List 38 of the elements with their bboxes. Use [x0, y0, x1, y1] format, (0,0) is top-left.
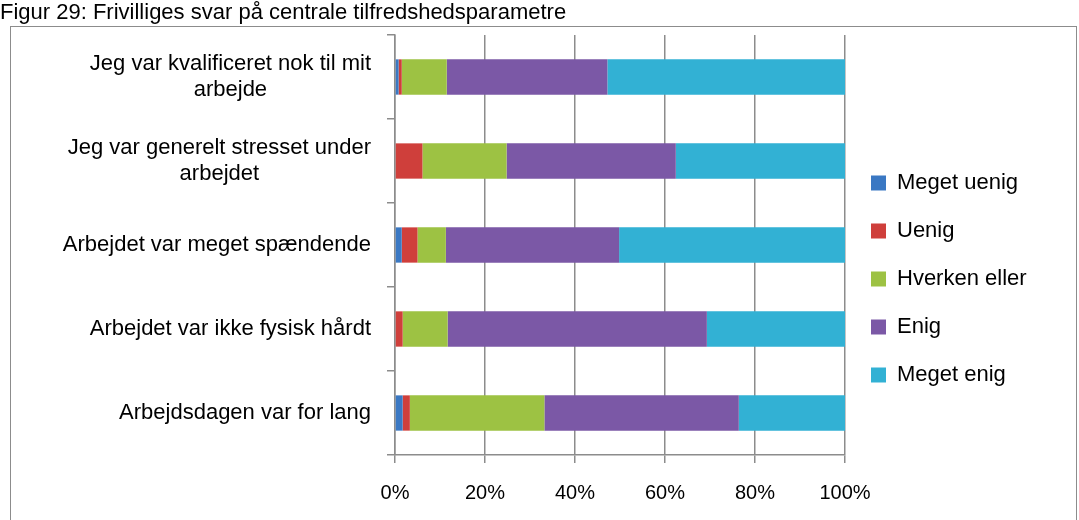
- legend-label: Meget uenig: [897, 169, 1019, 195]
- x-tick-label: 0%: [380, 480, 410, 503]
- bar: [402, 311, 448, 347]
- bar: [706, 311, 845, 347]
- bar: [607, 59, 845, 95]
- bar: [395, 395, 403, 431]
- x-tick-label: 100%: [819, 480, 871, 503]
- bar: [675, 143, 845, 179]
- y-tick-label: Jeg var generelt stresset under arbejdet: [67, 134, 371, 186]
- bar: [402, 395, 410, 431]
- bar: [422, 143, 507, 179]
- x-tick-label: 80%: [734, 480, 776, 503]
- bar: [401, 59, 447, 95]
- y-tick-label: Jeg var kvalificeret nok til mit arbejde: [89, 50, 371, 102]
- bar: [506, 143, 676, 179]
- legend-label: Meget enig: [897, 361, 1006, 387]
- bar: [446, 59, 608, 95]
- y-tick-label: Arbejdet var meget spændende: [62, 231, 371, 257]
- bar: [447, 311, 707, 347]
- bar: [409, 395, 545, 431]
- bar: [619, 227, 845, 263]
- chart-title: Figur 29: Frivilliges svar på centrale tilfredshedsparametre: [0, 0, 567, 24]
- y-tick-label: Arbejdet var ikke fysisk hårdt: [89, 315, 372, 341]
- legend-label: Enig: [897, 313, 942, 339]
- legend-label: Hverken eller: [897, 265, 1027, 291]
- bar: [445, 227, 620, 263]
- x-tick-label: 40%: [554, 480, 596, 503]
- bar: [544, 395, 739, 431]
- bar: [395, 143, 423, 179]
- bar: [395, 311, 403, 347]
- bar: [417, 227, 446, 263]
- x-tick-label: 20%: [464, 480, 506, 503]
- x-tick-label: 60%: [644, 480, 686, 503]
- bar: [395, 227, 402, 263]
- y-tick-label: Arbejdsdagen var for lang: [119, 399, 371, 425]
- legend-label: Uenig: [897, 217, 955, 243]
- bar: [738, 395, 845, 431]
- bar: [401, 227, 418, 263]
